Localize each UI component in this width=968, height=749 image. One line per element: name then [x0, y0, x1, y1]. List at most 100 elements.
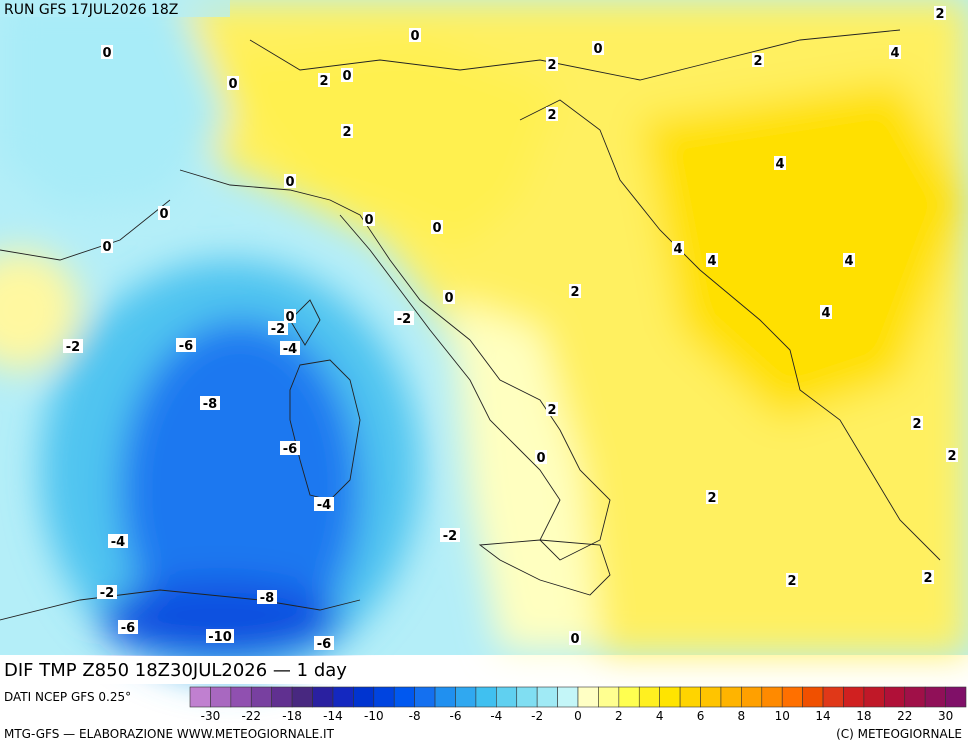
colorbar-swatch: [924, 686, 946, 708]
contour-label-bg: [176, 338, 196, 352]
contour-label-bg: [922, 570, 934, 584]
colorbar-tick-label: 2: [615, 709, 623, 723]
run-label: RUN GFS 17JUL2026 18Z: [4, 2, 178, 18]
contour-label: -2: [66, 340, 80, 355]
contour-label: 0: [228, 77, 237, 92]
contour-label: 2: [935, 7, 944, 22]
contour-label: -6: [121, 621, 135, 636]
colorbar-swatch: [516, 686, 538, 708]
colorbar-swatch: [863, 686, 885, 708]
colorbar-tick-label: -6: [449, 709, 461, 723]
colorbar-tick-label: 30: [938, 709, 953, 723]
colorbar-swatch: [781, 686, 803, 708]
contour-label-bg: [341, 124, 353, 138]
contour-label-bg: [101, 239, 113, 253]
contour-label-bg: [394, 311, 414, 325]
colorbar-swatch: [638, 686, 660, 708]
colorbar-tick-label: 6: [697, 709, 705, 723]
contour-label-bg: [592, 41, 604, 55]
colorbar-swatch: [761, 686, 783, 708]
contour-label: -2: [100, 586, 114, 601]
contour-label: 2: [547, 108, 556, 123]
contour-label: -2: [271, 322, 285, 337]
contour-label-bg: [227, 76, 239, 90]
contour-label: 4: [821, 306, 830, 321]
contour-label: 2: [707, 491, 716, 506]
header-bg: [0, 0, 230, 17]
colorbar-swatch: [189, 686, 211, 708]
contour-label: 2: [753, 54, 762, 69]
colorbar-swatch: [393, 686, 415, 708]
source-label: DATI NCEP GFS 0.25°: [4, 690, 131, 704]
contour-label-bg: [280, 441, 300, 455]
colorbar-swatch: [496, 686, 518, 708]
copyright-label: (C) METEOGIORNALE: [836, 727, 962, 741]
colorbar-tick-label: 14: [815, 709, 830, 723]
colorbar-tick-label: -4: [490, 709, 502, 723]
map-title: DIF TMP Z850 18Z30JUL2026 — 1 day: [4, 660, 347, 681]
contour-label: 4: [890, 46, 899, 61]
colorbar-swatch: [884, 686, 906, 708]
contour-label: -4: [317, 498, 331, 513]
contour-label: -6: [317, 637, 331, 652]
contour-label-bg: [314, 497, 334, 511]
contour-label-bg: [911, 416, 923, 430]
colorbar-swatch: [618, 686, 640, 708]
contour-label-bg: [569, 631, 581, 645]
contour-label-bg: [409, 28, 421, 42]
contour-label: 2: [547, 58, 556, 73]
title-box: [0, 656, 458, 684]
contour-label: -8: [260, 591, 274, 606]
contour-label: 0: [102, 240, 111, 255]
contour-label-bg: [318, 73, 330, 87]
contour-label: 2: [342, 125, 351, 140]
colorbar-tick-label: -2: [531, 709, 543, 723]
contour-label: -6: [283, 442, 297, 457]
colorbar-swatch: [802, 686, 824, 708]
colorbar-swatch: [679, 686, 701, 708]
contour-label: 0: [593, 42, 602, 57]
contour-label-bg: [63, 339, 83, 353]
colorbar-swatch: [720, 686, 742, 708]
colorbar-tick-label: -22: [241, 709, 261, 723]
contour-label-bg: [706, 253, 718, 267]
contour-label: 0: [364, 213, 373, 228]
contour-label-bg: [946, 448, 958, 462]
contour-label: -2: [443, 529, 457, 544]
colorbar-swatch: [945, 686, 967, 708]
contour-label-bg: [672, 241, 684, 255]
colorbar-swatch: [434, 686, 456, 708]
contour-label-bg: [341, 68, 353, 82]
contour-label-bg: [284, 174, 296, 188]
colorbar-swatch: [291, 686, 313, 708]
contour-label: -4: [111, 535, 125, 550]
colorbar-swatch: [373, 686, 395, 708]
contour-label-bg: [440, 528, 460, 542]
contour-label: 0: [342, 69, 351, 84]
colorbar: -30 -22 -18 -14 -10 -8 -6 -4 -2 0 2 4 6 8 10 14 18 22 30: [189, 686, 967, 723]
contour-label-bg: [101, 45, 113, 59]
contour-label: 0: [432, 221, 441, 236]
contour-label: 4: [775, 157, 784, 172]
contour-label-bg: [569, 284, 581, 298]
contour-label-bg: [268, 321, 288, 335]
contour-label-bg: [706, 490, 718, 504]
contour-label-bg: [546, 402, 558, 416]
colorbar-tick-label: 18: [856, 709, 871, 723]
colorbar-swatch: [822, 686, 844, 708]
colorbar-swatch: [353, 686, 375, 708]
contour-label-bg: [752, 53, 764, 67]
contour-label-bg: [284, 309, 296, 323]
contour-label: 2: [912, 417, 921, 432]
colorbar-swatch: [904, 686, 926, 708]
contour-label-bg: [363, 212, 375, 226]
contour-label: 0: [536, 451, 545, 466]
contour-label: -10: [208, 630, 232, 645]
colorbar-tick-label: -18: [282, 709, 302, 723]
contour-label: -2: [397, 312, 411, 327]
contour-label-bg: [820, 305, 832, 319]
map-field: [0, 0, 968, 680]
colorbar-tick-label: 0: [574, 709, 582, 723]
